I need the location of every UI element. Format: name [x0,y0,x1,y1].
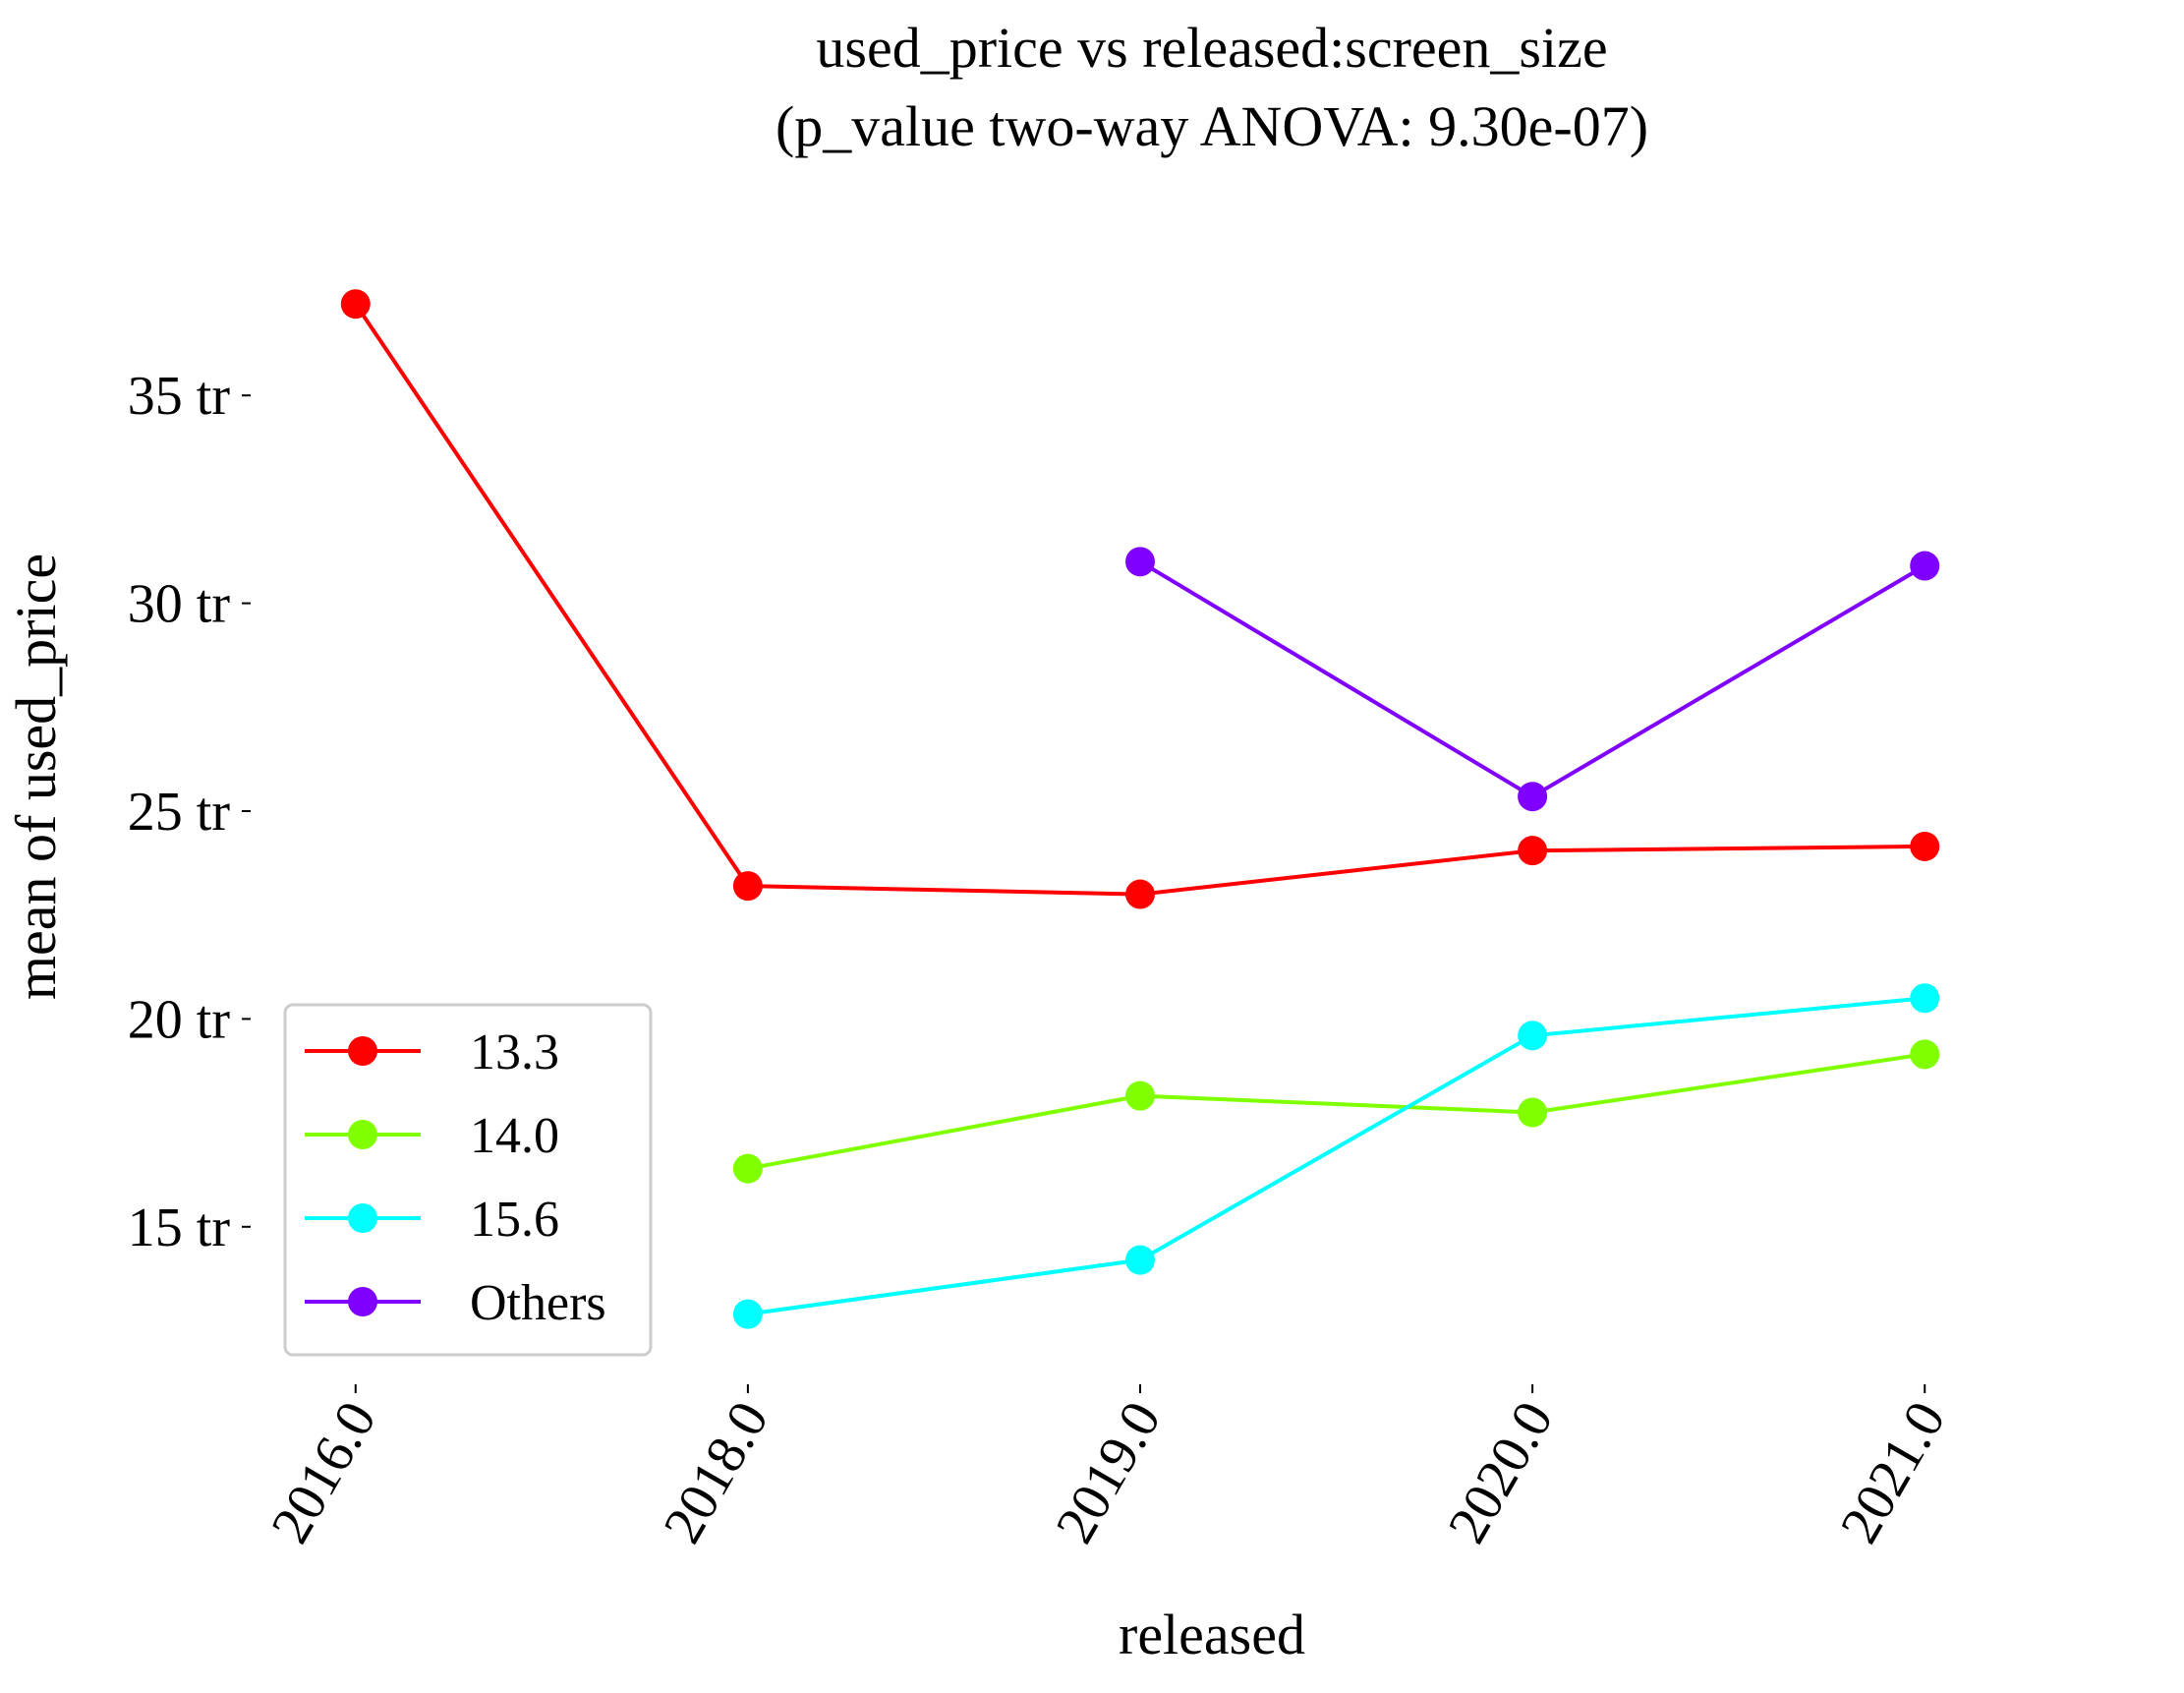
data-point-14.0 [1910,1039,1940,1070]
legend-label: 15.6 [470,1192,559,1248]
data-point-13.3 [1910,831,1940,861]
series-line-14.0 [747,1052,1925,1171]
y-tick-label: 30 tr [128,574,231,635]
plot-area [340,289,1940,1329]
data-point-15.6 [1910,983,1940,1014]
data-point-13.3 [1125,879,1155,909]
y-axis: 15 tr 20 tr 25 tr 30 tr 35 tr [128,366,251,1258]
y-axis-title: mean of used_price [4,554,68,1000]
data-point-Others [1910,551,1940,581]
data-point-13.3 [340,289,371,320]
legend-swatch-marker [348,1287,377,1316]
series-line-Others [1138,559,1926,799]
legend: 13.3 14.0 15.6 Others [283,1003,653,1357]
legend-frame [283,1003,653,1357]
legend-swatch-marker [348,1203,377,1233]
x-tick-label: 2018.0 [652,1392,780,1553]
x-tick-label: 2019.0 [1045,1392,1174,1553]
series-line-13.3 [354,303,1925,897]
data-point-Others [1125,547,1155,577]
legend-label: Others [470,1275,606,1331]
data-point-15.6 [732,1299,763,1329]
legend-label: 13.3 [470,1024,559,1080]
legend-label: 14.0 [470,1108,559,1164]
data-point-14.0 [1125,1080,1155,1111]
data-point-14.0 [732,1153,763,1184]
y-tick-label: 35 tr [128,366,231,427]
data-point-15.6 [1125,1245,1155,1275]
x-tick-label: 2020.0 [1437,1392,1566,1553]
data-point-Others [1518,782,1548,812]
series-line-15.6 [747,996,1925,1316]
data-point-13.3 [732,871,763,902]
x-axis-title: released [1119,1603,1305,1666]
y-tick-label: 20 tr [128,989,231,1050]
x-tick-label: 2021.0 [1829,1392,1958,1553]
y-tick-label: 15 tr [128,1197,231,1258]
data-point-15.6 [1518,1021,1548,1051]
legend-swatch-marker [348,1120,377,1149]
legend-swatch-marker [348,1036,377,1066]
data-point-13.3 [1518,836,1548,866]
x-tick-label: 2016.0 [259,1392,388,1553]
chart-subtitle: (p_value two-way ANOVA: 9.30e-07) [776,94,1648,158]
y-tick-label: 25 tr [128,782,231,843]
chart-title: used_price vs released:screen_size [816,16,1607,80]
x-axis: 2016.0 2018.0 2019.0 2020.0 2021.0 [259,1384,1957,1553]
data-point-14.0 [1518,1097,1548,1128]
